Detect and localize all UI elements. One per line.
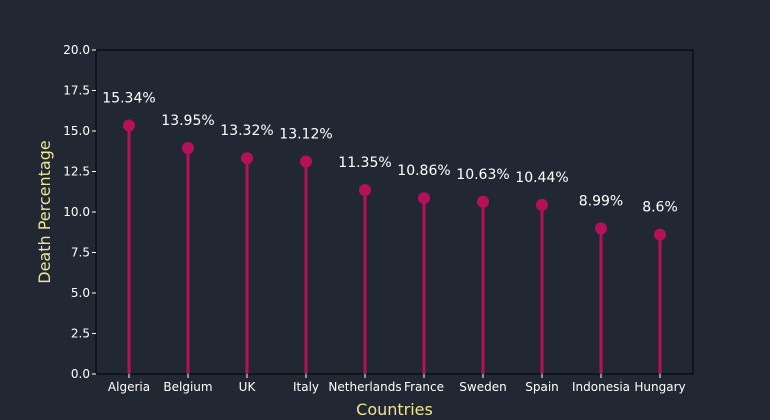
data-label: 10.44% [515,170,568,186]
y-tick-label: 20.0 [63,43,90,57]
data-label: 13.32% [220,123,273,139]
y-tick-label: 5.0 [71,286,90,300]
y-tick-label: 12.5 [63,165,90,179]
data-label: 8.99% [579,193,623,209]
lollipop-marker [477,195,489,208]
lollipop-markers [123,119,666,241]
data-label: 10.86% [397,163,450,179]
data-label: 11.35% [338,155,391,171]
x-tick-label: Belgium [163,380,212,394]
x-axis: Algeria Belgium UK Italy Netherlands France Sw… [108,374,686,394]
data-labels: 15.34% 13.95% 13.32% 13.12% 11.35% 10.86% 10.6… [102,90,677,215]
x-tick-label: Indonesia [572,380,630,394]
lollipop-marker [654,228,666,241]
y-tick-label: 2.5 [71,327,90,341]
lollipop-marker [182,142,194,155]
data-label: 13.95% [161,113,214,129]
y-tick-label: 15.0 [63,124,90,138]
data-label: 10.63% [456,167,509,183]
lollipop-marker [241,152,253,165]
y-tick-label: 0.0 [71,367,90,381]
x-tick-label: France [404,380,444,394]
x-tick-label: Italy [293,380,319,394]
lollipop-marker [418,192,430,205]
y-axis: 0.0 2.5 5.0 7.5 10.0 12.5 15.0 17.5 20.0 [63,43,96,381]
lollipop-marker [536,198,548,211]
x-tick-label: Spain [525,380,559,394]
data-label: 8.6% [642,200,678,216]
plot-area [95,49,694,375]
y-tick-label: 7.5 [71,246,90,260]
x-tick-label: UK [239,380,257,394]
y-tick-label: 10.0 [63,205,90,219]
x-tick-label: Algeria [108,380,150,394]
lollipop-marker [595,222,607,235]
x-tick-label: Hungary [634,380,685,394]
x-tick-label: Sweden [459,380,506,394]
x-axis-title: Countries [356,400,433,419]
data-label: 15.34% [102,90,155,106]
lollipop-marker [123,119,135,132]
data-label: 13.12% [279,126,332,142]
lollipop-stems [127,125,662,374]
x-tick-label: Netherlands [328,380,401,394]
y-tick-label: 17.5 [63,84,90,98]
lollipop-marker [359,184,371,197]
lollipop-marker [300,155,312,168]
y-axis-title: Death Percentage [35,140,54,283]
